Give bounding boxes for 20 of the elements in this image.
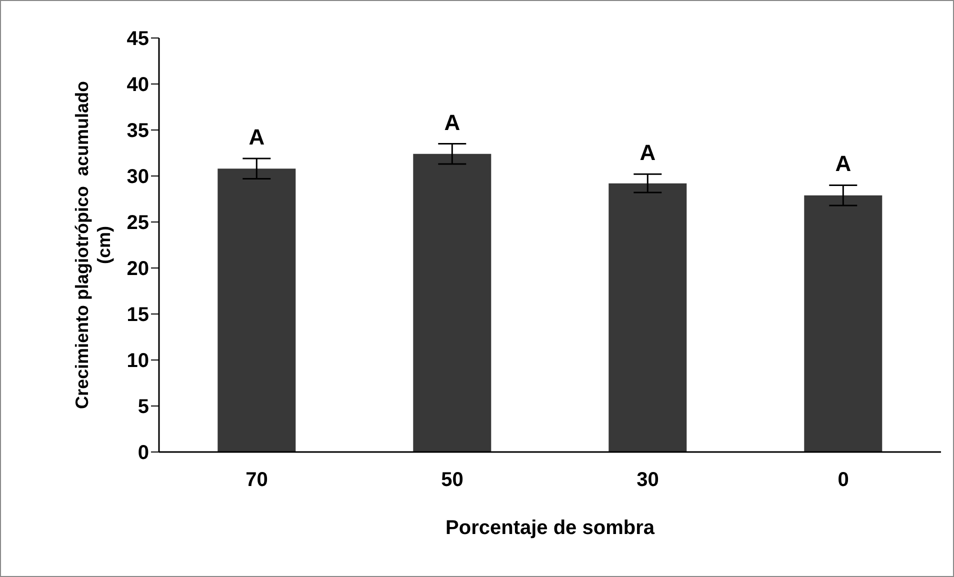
x-tick-label: 0 <box>838 469 849 492</box>
x-tick-label: 70 <box>246 469 268 492</box>
y-tick-label: 0 <box>138 442 149 464</box>
y-tick-label: 40 <box>126 74 149 96</box>
y-tick-label: 5 <box>138 396 149 418</box>
y-tick-label: 10 <box>126 350 149 372</box>
x-axis-title: Porcentaje de sombra <box>446 517 656 539</box>
x-tick-label: 30 <box>636 469 659 492</box>
annotation: A <box>248 124 265 150</box>
y-tick-label: 20 <box>126 258 149 280</box>
y-tick-label: 15 <box>126 304 149 326</box>
y-tick-label: 45 <box>126 28 149 50</box>
y-tick-label: 30 <box>126 166 149 188</box>
annotation: A <box>444 110 460 135</box>
y-axis-title: Crecimiento plagiotrópico acumulado (cm) <box>72 80 114 410</box>
y-tick-label: 35 <box>126 120 149 142</box>
annotation: A <box>640 140 656 166</box>
x-tick-label: 50 <box>441 469 464 492</box>
annotation: A <box>835 151 852 176</box>
y-tick-label: 25 <box>126 212 149 234</box>
